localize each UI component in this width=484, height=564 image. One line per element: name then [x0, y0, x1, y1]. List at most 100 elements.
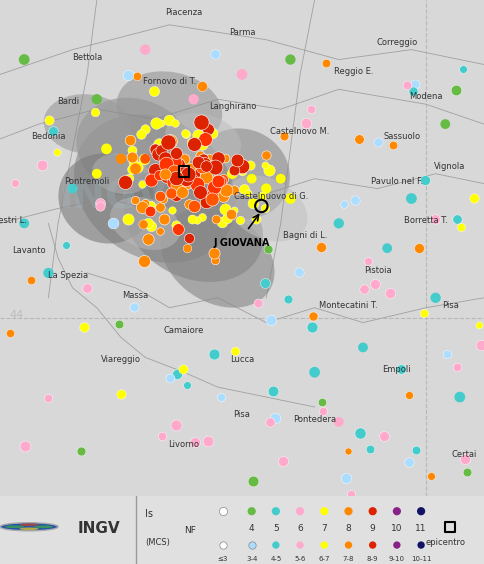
Text: ≤3: ≤3 — [217, 556, 228, 562]
Text: Borretta T.: Borretta T. — [404, 217, 448, 226]
Point — [180, 174, 188, 183]
Text: Sestri L.: Sestri L. — [0, 217, 27, 226]
Point — [212, 175, 220, 184]
Point — [211, 255, 219, 265]
Point — [209, 164, 217, 173]
Point — [124, 214, 132, 223]
Text: (MCS): (MCS) — [145, 538, 170, 547]
Point — [345, 540, 352, 549]
Ellipse shape — [124, 165, 263, 282]
Point — [151, 144, 159, 153]
Text: 10-11: 10-11 — [411, 556, 431, 562]
Point — [189, 177, 197, 186]
Point — [371, 279, 378, 288]
Point — [374, 138, 381, 147]
Point — [211, 162, 218, 171]
Point — [351, 196, 359, 205]
Point — [360, 285, 368, 294]
Point — [417, 506, 425, 515]
Ellipse shape — [110, 197, 181, 250]
Point — [422, 176, 429, 185]
Text: Piacenza: Piacenza — [166, 8, 202, 17]
Point — [157, 119, 165, 128]
Point — [320, 540, 328, 549]
Point — [207, 190, 214, 199]
Point — [131, 195, 139, 204]
Point — [208, 195, 216, 204]
Point — [200, 159, 208, 168]
Point — [218, 217, 226, 226]
Point — [124, 70, 132, 80]
Point — [151, 86, 158, 95]
Point — [166, 164, 173, 173]
Point — [446, 522, 454, 531]
Point — [427, 472, 435, 481]
Point — [6, 328, 14, 337]
Text: Certai: Certai — [452, 450, 477, 459]
Point — [411, 80, 419, 89]
Ellipse shape — [92, 153, 150, 194]
Point — [196, 151, 204, 160]
Ellipse shape — [44, 94, 131, 154]
Point — [296, 268, 303, 277]
Point — [191, 139, 199, 148]
Point — [228, 169, 236, 178]
Point — [96, 199, 104, 208]
Point — [128, 165, 136, 174]
Point — [115, 320, 123, 329]
Point — [211, 183, 218, 192]
Point — [197, 82, 205, 91]
Point — [139, 219, 147, 228]
Point — [463, 468, 470, 477]
Point — [322, 59, 330, 68]
Point — [45, 268, 52, 277]
Text: Modena: Modena — [409, 92, 443, 102]
Point — [194, 215, 201, 224]
Point — [205, 155, 212, 164]
Point — [238, 161, 246, 170]
Point — [204, 125, 212, 134]
Text: Pisa: Pisa — [442, 301, 458, 310]
Point — [160, 214, 168, 223]
Point — [20, 55, 28, 64]
Text: epicentro: epicentro — [425, 538, 465, 547]
Point — [280, 131, 288, 140]
Point — [121, 178, 129, 187]
Text: Bagni di L.: Bagni di L. — [283, 231, 327, 240]
Point — [173, 180, 181, 189]
Point — [169, 178, 177, 187]
Text: Langhirano: Langhirano — [209, 102, 256, 111]
Point — [180, 155, 187, 164]
Point — [198, 163, 206, 172]
Point — [237, 165, 245, 174]
Point — [181, 173, 188, 182]
Point — [456, 393, 464, 402]
Point — [223, 214, 231, 223]
Point — [164, 137, 172, 146]
Point — [138, 202, 146, 212]
Circle shape — [0, 523, 58, 531]
Point — [277, 174, 285, 183]
Point — [151, 165, 159, 174]
Point — [191, 438, 199, 447]
Point — [404, 81, 411, 90]
Point — [284, 294, 292, 303]
Point — [181, 129, 189, 138]
Point — [308, 323, 316, 332]
Point — [477, 340, 484, 349]
Point — [248, 506, 256, 515]
Point — [183, 381, 191, 390]
Point — [258, 191, 266, 200]
Point — [146, 206, 153, 215]
Point — [187, 137, 195, 146]
Point — [265, 166, 272, 175]
Point — [230, 166, 238, 175]
Point — [340, 200, 348, 209]
Point — [357, 429, 364, 438]
Point — [309, 312, 317, 321]
Point — [248, 174, 256, 183]
Point — [397, 364, 405, 373]
Point — [156, 202, 164, 212]
Ellipse shape — [74, 114, 236, 263]
Point — [137, 129, 145, 138]
